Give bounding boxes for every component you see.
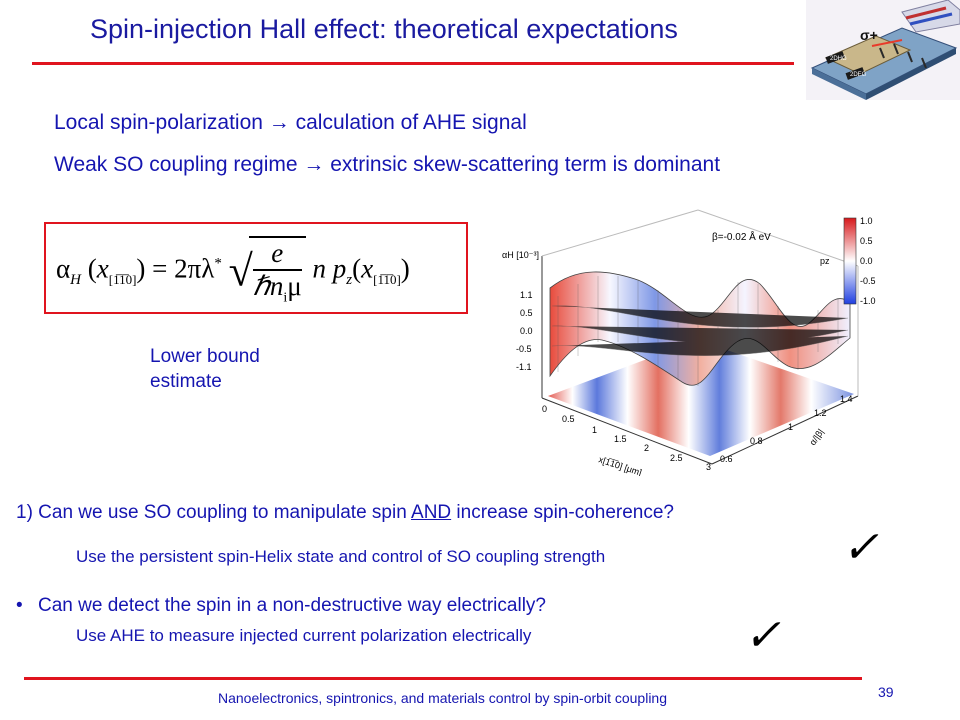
plot-y-tick-1: 1.1 [520,290,533,300]
plot-x-tick-4: 1.5 [614,434,627,444]
formula-rhs-sub: z [346,271,353,288]
question-1-suffix: increase spin-coherence? [451,502,674,523]
footer-rule [24,677,862,680]
svg-text:2DEG: 2DEG [850,72,867,78]
formula-box [44,222,468,314]
plot-y-tick-5: -1.1 [516,362,532,372]
device-sigma-label: σ+ [860,27,878,43]
plot-x-tick-6: 2.5 [670,453,683,463]
formula-numerator: e [252,238,302,271]
colorbar-tick-3: 0.0 [860,256,873,266]
plot-y-tick-4: -0.5 [516,344,532,354]
colorbar-tick-1: 1.0 [860,216,873,226]
page-number: 39 [878,684,894,700]
plot-colorbar [843,217,857,305]
ahe-formula: αH (x[1̅1̅0]) = 2πλ* √ e ℏniμ n pz(x[1̅1… [56,236,410,306]
question-1-emph: AND [411,502,452,523]
svg-text:2DHG: 2DHG [830,56,847,62]
plot-z-tick-2: 0.8 [750,436,763,446]
colorbar-tick-4: -0.5 [860,276,876,286]
plot-beta-label: β=-0.02 Å eV [712,230,771,243]
plot-z-tick-4: 1.2 [814,408,827,418]
formula-rhs: n p [312,253,347,284]
formula-x-2: x [361,253,374,284]
formula-x-sub-2: [1̅1̅0] [373,271,401,287]
colorbar-label: pz [820,256,830,266]
plot-x-tick-7: 3 [706,462,711,472]
bullet-icon: • [16,595,23,616]
lower-bound-note: Lower bound estimate [150,344,300,394]
plot-y-axis-label: αH [10⁻³] [502,250,539,260]
plot-x-axis-label: x[1̅1̅0] [μm] [597,454,643,476]
formula-alpha-sub: H [70,271,81,288]
formula-den: ℏn [252,271,284,301]
answer-2: Use AHE to measure injected current pola… [76,626,532,645]
formula-mu: μ [287,271,302,301]
plot-y-tick-3: 0.0 [520,326,533,336]
plot-z-tick-5: 1.4 [840,394,853,404]
intro-line-1: Local spin-polarization → calculation of… [54,111,527,134]
title-underline [32,62,794,65]
answer-1: Use the persistent spin-Helix state and … [76,547,606,566]
note-line-1: Lower bound [150,346,260,367]
ahe-surface-plot: β=-0.02 Å eV αH [10⁻³] 1.1 0.5 0.0 -0.5 … [502,209,876,476]
question-2: Can we detect the spin in a non-destruct… [38,595,546,616]
colorbar-tick-2: 0.5 [860,236,873,246]
plot-x-tick-5: 2 [644,443,649,453]
formula-x-sub: [1̅1̅0] [108,271,137,287]
note-line-2: estimate [150,371,222,392]
footer-text: Nanoelectronics, spintronics, and materi… [218,690,667,706]
formula-alpha: α [56,253,71,284]
intro-line-2: Weak SO coupling regime → extrinsic skew… [54,153,721,176]
formula-x: x [96,253,109,284]
checkmark-icon-2: ✓ [744,610,781,661]
device-illustration: 2DHG 2DEG σ+ [806,0,960,100]
formula-equals: = 2πλ [152,253,215,284]
plot-z-tick-1: 0.6 [720,454,733,464]
page-title: Spin-injection Hall effect: theoretical … [90,14,678,44]
plot-z-tick-3: 1 [788,422,793,432]
plot-z-axis-label: α/|β| [807,427,825,447]
question-1: 1) Can we use SO coupling to manipulate … [16,502,674,524]
plot-x-tick-2: 0.5 [562,414,575,424]
question-1-prefix: 1) Can we use SO coupling to manipulate … [16,502,412,523]
formula-den-sub: i [283,290,288,306]
plot-x-tick-3: 1 [592,425,597,435]
plot-x-tick-1: 0 [542,404,547,414]
formula-star: * [214,255,222,272]
checkmark-icon-1: ✓ [842,522,879,573]
colorbar-tick-5: -1.0 [860,296,876,306]
plot-y-tick-2: 0.5 [520,308,533,318]
